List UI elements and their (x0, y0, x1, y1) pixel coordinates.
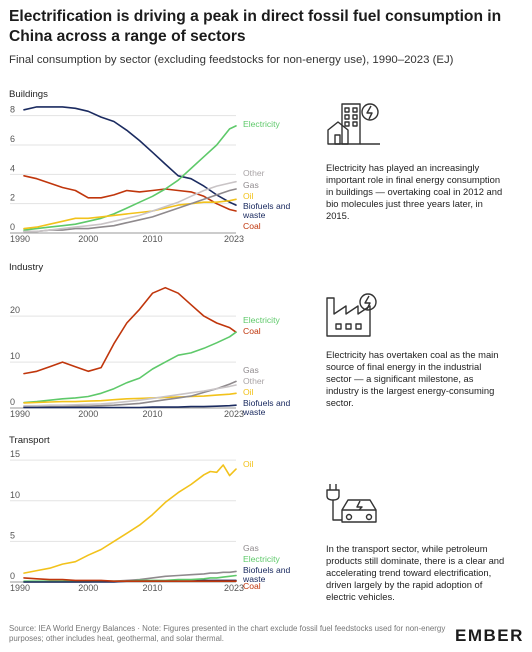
transport-y-tick-label: 0 (10, 571, 15, 581)
ember-logo: EMBER (455, 626, 524, 645)
buildings-series-electricity-line (23, 125, 237, 231)
note-buildings: Electricity has played an increasingly i… (326, 162, 503, 221)
transport-series-oil-line (23, 464, 237, 574)
transport-label-biofuels-and-waste: Biofuels and waste (242, 565, 291, 584)
industry-label-biofuels-and-waste: Biofuels and waste (242, 398, 291, 417)
industry-series-oil-line (23, 392, 237, 404)
buildings-x-tick-label: 2000 (78, 234, 98, 244)
industry-label-other: Other (243, 376, 265, 386)
footer-source-note: Source: IEA World Energy Balances · Note… (9, 624, 446, 643)
industry-label-coal: Coal (243, 326, 261, 336)
transport-y-tick-label: 10 (10, 490, 20, 500)
note-industry: Electricity has overtaken coal as the ma… (326, 349, 499, 408)
industry-x-tick-label: 2000 (78, 409, 98, 419)
transport-y-tick-label: 15 (10, 449, 20, 459)
transport-series-coal-line (23, 577, 237, 583)
buildings-series-gas-line (23, 188, 237, 233)
buildings-x-tick-label: 2023 (224, 234, 244, 244)
buildings-series-biofuels-and-waste-line (23, 106, 237, 206)
buildings-y-tick-label: 0 (10, 222, 15, 232)
panel-title-buildings: Buildings (9, 89, 48, 100)
buildings-y-tick-label: 8 (10, 105, 15, 115)
buildings-icon (327, 103, 380, 145)
transport-label-electricity: Electricity (243, 554, 280, 564)
buildings-x-tick-label: 1990 (10, 234, 30, 244)
industry-x-tick-label: 2010 (142, 409, 162, 419)
buildings-series-coal-line (23, 175, 237, 212)
transport-x-tick-label: 2023 (224, 583, 244, 593)
transport-x-tick-label: 2000 (78, 583, 98, 593)
industry-x-tick-label: 2023 (224, 409, 244, 419)
buildings-label-other: Other (243, 168, 265, 178)
transport-x-tick-label: 2010 (142, 583, 162, 593)
buildings-y-tick-label: 2 (10, 193, 15, 203)
industry-y-tick-label: 20 (10, 305, 20, 315)
transport-x-tick-label: 1990 (10, 583, 30, 593)
chart-subtitle: Final consumption by sector (excluding f… (9, 54, 454, 66)
chart-title: Electrification is driving a peak in dir… (9, 8, 502, 45)
transport-label-oil: Oil (243, 459, 254, 469)
panel-title-industry: Industry (9, 262, 44, 273)
buildings-label-coal: Coal (243, 221, 261, 231)
electric-car-icon (326, 484, 377, 523)
industry-label-gas: Gas (243, 365, 259, 375)
industry-series-biofuels-and-waste-line (23, 404, 237, 409)
transport-label-gas: Gas (243, 543, 259, 553)
buildings-series-other-line (23, 180, 237, 233)
factory-icon (326, 293, 377, 337)
industry-series-other-line (23, 384, 237, 407)
industry-label-electricity: Electricity (243, 315, 280, 325)
industry-y-tick-label: 0 (10, 397, 15, 407)
buildings-series-oil-line (23, 198, 237, 230)
buildings-y-tick-label: 6 (10, 134, 15, 144)
transport-y-tick-label: 5 (10, 530, 15, 540)
industry-x-tick-label: 1990 (10, 409, 30, 419)
industry-y-tick-label: 10 (10, 351, 20, 361)
transport-label-coal: Coal (243, 581, 261, 591)
industry-series-coal-line (23, 286, 237, 375)
buildings-label-biofuels-and-waste: Biofuels and waste (242, 201, 291, 220)
buildings-label-gas: Gas (243, 180, 259, 190)
industry-series-gas-line (23, 380, 237, 408)
buildings-y-tick-label: 4 (10, 163, 15, 173)
buildings-label-oil: Oil (243, 191, 254, 201)
industry-series-electricity-line (23, 331, 237, 404)
buildings-label-electricity: Electricity (243, 119, 280, 129)
note-transport: In the transport sector, while petroleum… (326, 543, 505, 602)
buildings-x-tick-label: 2010 (142, 234, 162, 244)
panel-title-transport: Transport (9, 435, 50, 446)
industry-label-oil: Oil (243, 387, 254, 397)
